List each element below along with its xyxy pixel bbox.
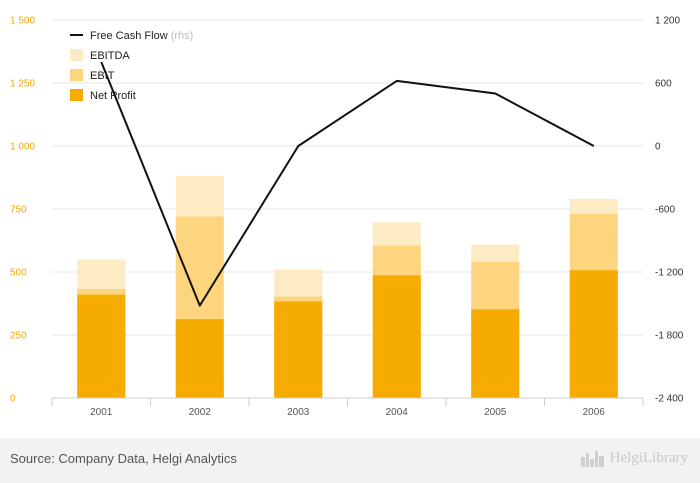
bar-net-profit <box>471 309 520 398</box>
y-right-tick-label: -600 <box>655 205 675 216</box>
city-skyline-icon <box>580 451 604 467</box>
legend-rhs-note: (rhs) <box>171 30 194 42</box>
y-right-tick-label: -2 400 <box>655 394 684 405</box>
legend-swatch-ebit <box>70 69 83 81</box>
y-left-tick-label: 250 <box>10 331 27 342</box>
source-note: Source: Company Data, Helgi Analytics <box>10 451 237 466</box>
y-right-tick-label: 1 200 <box>655 16 680 27</box>
y-right-tick-label: -1 200 <box>655 268 684 279</box>
bar-net-profit <box>372 275 421 398</box>
chart: 0 250 500 750 1 000 1 250 1 500 -2 400 -1 800 -1 … <box>10 16 684 419</box>
legend-label-net-profit: Net Profit <box>90 90 136 102</box>
brand-name: HelgiLibrary <box>609 449 688 466</box>
x-tick-label: 2001 <box>90 407 113 418</box>
brand-logo: HelgiLibrary <box>580 449 688 467</box>
x-tick-label: 2004 <box>386 407 409 418</box>
bar-net-profit <box>175 319 224 398</box>
y-right-tick-label: 0 <box>655 142 661 153</box>
y-left-tick-label: 0 <box>10 394 16 405</box>
line-free-cash-flow <box>100 61 595 307</box>
y-left-tick-label: 500 <box>10 268 27 279</box>
x-tick-label: 2005 <box>484 407 507 418</box>
legend-label-free-cash-flow: Free Cash Flow (rhs) <box>90 30 193 42</box>
x-tick-label: 2006 <box>583 407 606 418</box>
y-left-tick-label: 750 <box>10 205 27 216</box>
legend-swatch-ebitda <box>70 49 83 61</box>
bar-net-profit <box>274 301 323 398</box>
y-right-tick-label: -1 800 <box>655 331 684 342</box>
y-left-tick-label: 1 250 <box>10 79 35 90</box>
x-tick-label: 2003 <box>287 407 310 418</box>
legend-label-ebitda: EBITDA <box>90 50 130 62</box>
x-tick-label: 2002 <box>189 407 212 418</box>
legend-label-ebit: EBIT <box>90 70 115 82</box>
y-left-tick-label: 1 500 <box>10 16 35 27</box>
y-right-tick-label: 600 <box>655 79 672 90</box>
y-left-tick-label: 1 000 <box>10 142 35 153</box>
bar-net-profit <box>569 270 618 398</box>
legend-swatch-net-profit <box>70 89 83 101</box>
bar-net-profit <box>77 294 126 398</box>
